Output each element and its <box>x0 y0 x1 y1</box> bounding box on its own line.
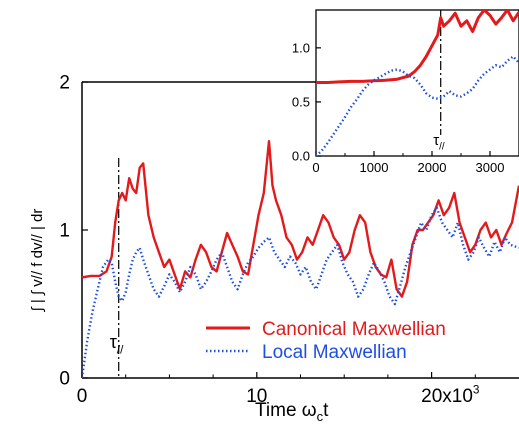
x-axis-label: Time ωct <box>255 400 329 424</box>
main-y-ticks: 0 1 2 <box>59 73 88 390</box>
inset-background <box>316 10 519 156</box>
x-axis-label-subscript: c <box>317 409 324 424</box>
inset-tau-annotation: τ// <box>433 10 445 153</box>
main-tau-label: τ// <box>110 332 124 356</box>
main-x-tick-label: 20x103 <box>421 383 480 407</box>
legend: Canonical Maxwellian Local Maxwellian <box>206 319 446 363</box>
inset-y-tick-label: 0.5 <box>292 94 310 109</box>
main-x-tick-label: 10 <box>246 386 267 407</box>
inset-x-tick-label: 0 <box>312 160 319 175</box>
inset-x-tick-label: 1000 <box>360 160 389 175</box>
main-y-tick-label: 1 <box>59 221 70 242</box>
main-x-tick-exponent: 3 <box>473 383 480 396</box>
main-series-canonical <box>82 139 519 298</box>
main-series-group <box>82 139 519 378</box>
inset-plot: 0.0 0.5 1.0 0 1000 2000 3000 τ// <box>292 9 519 175</box>
inset-x-tick-label: 3000 <box>476 160 505 175</box>
inset-y-ticks: 0.0 0.5 1.0 <box>292 40 321 164</box>
inset-y-tick-label: 0.0 <box>292 149 310 164</box>
main-series-local <box>82 206 519 378</box>
main-y-tick-label: 2 <box>59 73 70 94</box>
inset-y-tick-label: 1.0 <box>292 40 310 55</box>
legend-label-local: Local Maxwellian <box>262 342 407 363</box>
main-x-tick-label: 0 <box>77 386 88 407</box>
inset-x-ticks: 0 1000 2000 3000 <box>312 151 504 175</box>
main-x-ticks: 0 10 20x103 <box>77 372 480 407</box>
inset-series-canonical <box>316 10 519 84</box>
inset-tau-label: τ// <box>433 132 445 153</box>
inset-series-group <box>316 10 519 156</box>
y-axis-label: ∫ | ∫ v// f dv// | dr <box>29 209 46 313</box>
inset-x-tick-label: 2000 <box>418 160 447 175</box>
main-y-tick-label: 0 <box>59 369 70 390</box>
legend-label-canonical: Canonical Maxwellian <box>262 319 446 340</box>
